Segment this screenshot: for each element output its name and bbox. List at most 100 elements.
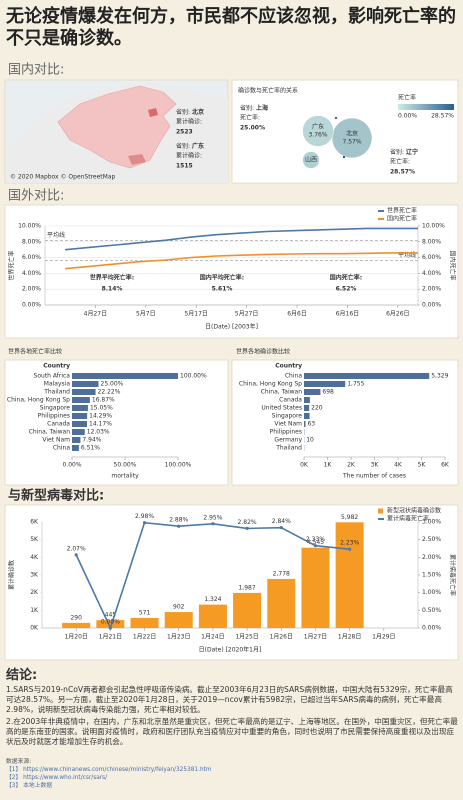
value-label: 12.03% — [87, 429, 110, 436]
annotation: 国内平均死亡率: — [200, 274, 244, 282]
y2-tick-label: 2.00% — [422, 286, 441, 293]
beijing-region — [148, 108, 158, 117]
x-tick-label: 50.00% — [114, 462, 137, 469]
annotation-value: 5.61% — [212, 286, 233, 293]
annotation-value: 6.52% — [336, 286, 357, 293]
x-tick-label: 6月16日 — [336, 311, 359, 318]
y-tick-label: 10.00% — [18, 223, 41, 230]
bar — [72, 421, 88, 427]
value-label: 1,987 — [238, 584, 255, 591]
point — [245, 526, 249, 530]
x-tick-label: 5K — [418, 462, 427, 469]
y2-tick-label: 1.00% — [422, 589, 441, 596]
value-label: 1,755 — [347, 381, 364, 388]
point — [74, 553, 78, 557]
chart-title: 确诊数与死亡率的关系 — [238, 87, 298, 95]
x-tick-label: 1月24日 — [201, 634, 224, 641]
y-axis-label: 累计确诊数 — [8, 560, 16, 590]
bubble-label: 山西 — [305, 156, 317, 164]
legend-label: 新型冠状病毒确诊数 — [387, 507, 441, 515]
legend-min: 0.00% — [398, 113, 417, 120]
annotation: 省别: 北京 — [176, 108, 204, 116]
chart-title: 世界各地确诊数比较 — [236, 348, 290, 356]
y2-tick-label: 8.00% — [422, 238, 441, 245]
section-title: 与新型病毒对比: — [8, 488, 104, 504]
page-title: 无论疫情爆发在何方，市民都不应该忽视，影响死亡率的不只是确诊数。 — [6, 6, 456, 49]
references-title: 数据来源: — [6, 759, 32, 765]
y-tick-label: 1K — [30, 607, 39, 614]
category-label: China, Taiwan — [29, 429, 71, 436]
bar — [233, 592, 262, 628]
value-label: 7.94% — [82, 437, 101, 444]
value-label: 5,982 — [341, 514, 358, 521]
legend-label: 累计病毒死亡率 — [387, 515, 429, 523]
map-credit: © 2020 Mapbox © OpenStreetMap — [10, 174, 116, 181]
value-label: 22.22% — [98, 389, 121, 396]
value-label: 2.84% — [272, 518, 291, 525]
x-tick-label: 2K — [347, 462, 356, 469]
guangdong-region — [128, 154, 146, 165]
category-label: United States — [261, 405, 302, 412]
point — [108, 626, 112, 630]
reference: 【3】 本地上数据 — [6, 783, 53, 789]
chart-title: 世界各地死亡率比较 — [8, 348, 62, 356]
bar — [72, 373, 178, 379]
bar — [304, 397, 310, 403]
bar — [72, 429, 85, 435]
bubble — [334, 116, 338, 120]
point — [313, 544, 318, 548]
section-title: 国外对比: — [8, 189, 64, 204]
x-tick-label: 0K — [300, 462, 309, 469]
annotation-name: 上海 — [256, 104, 268, 112]
reference: 【1】 https://www.chinanews.com/chinese/mi… — [6, 767, 212, 773]
bar — [72, 445, 79, 451]
value-label: 2.95% — [203, 514, 222, 521]
legend-label: 国内死亡率 — [387, 215, 417, 223]
reference-label: 平均线 — [47, 231, 65, 239]
category-label: Thailand — [275, 445, 302, 452]
bar — [72, 405, 88, 411]
x-tick-label: 1月28日 — [338, 634, 361, 641]
value-label: 2.07% — [67, 545, 86, 552]
value-label: 10 — [306, 437, 314, 444]
annotation-name: 北京 — [192, 108, 204, 116]
bar — [72, 413, 88, 419]
bar — [72, 437, 81, 443]
value-label: 0.00% — [101, 619, 120, 626]
bar — [304, 381, 346, 387]
category-label: Viet Nam — [274, 421, 302, 428]
value-label: 6.51% — [81, 445, 100, 452]
conclusion-paragraph: 1.SARS与2019-nCoV两者都会引起急性呼吸道传染病。截止至2003年6… — [6, 685, 453, 714]
legend-swatch — [378, 508, 383, 514]
category-label: Canada — [279, 397, 302, 404]
annotation-stat-label: 累计确诊: — [176, 152, 202, 160]
bar — [304, 389, 321, 395]
bar — [130, 617, 159, 628]
bar — [198, 604, 227, 628]
value-label: 2.98% — [135, 513, 154, 520]
value-label: 5,329 — [431, 373, 448, 380]
x-axis-label: mortality — [111, 473, 139, 480]
bar — [72, 389, 96, 395]
x-tick-label: 3K — [371, 462, 380, 469]
x-axis-label: 日(Date) [2020年1月] — [199, 646, 262, 654]
x-axis-label: 日(Date) [2003年] — [205, 323, 258, 331]
annotation: 世界平均死亡率: — [90, 274, 134, 282]
line — [65, 227, 418, 251]
y-tick-label: 2.00% — [22, 286, 41, 293]
bubble-value-label: 7.57% — [342, 139, 361, 146]
y2-tick-label: 0.00% — [422, 625, 441, 632]
value-label: 2.33% — [306, 536, 325, 543]
value-label: 2.88% — [169, 517, 188, 524]
reference: 【2】 https://www.who.int/csr/sars/ — [6, 775, 108, 781]
annotation: 省别: 上海 — [240, 104, 268, 112]
y-tick-label: 4.00% — [22, 270, 41, 277]
value-label: 902 — [173, 604, 185, 611]
annotation-label: 省别: — [176, 108, 190, 116]
x-axis-label: The number of cases — [342, 473, 406, 480]
y-axis-label: 世界死亡率 — [8, 250, 16, 280]
y2-tick-label: 6.00% — [422, 254, 441, 261]
point — [142, 521, 147, 525]
bar — [304, 413, 310, 419]
